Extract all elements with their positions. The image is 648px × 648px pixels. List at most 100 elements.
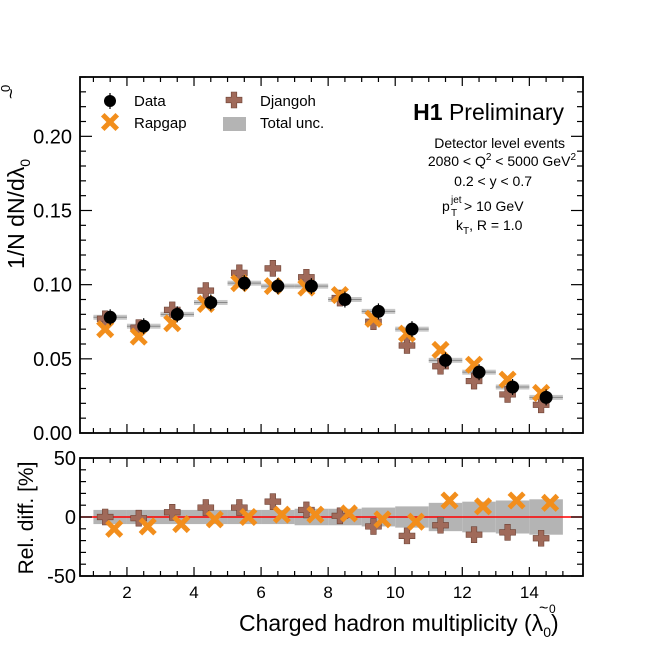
legend-djangoh-plus — [225, 91, 243, 109]
annotation-q2-prefix: 2080 < Q — [428, 153, 486, 169]
ratio-rapgap-point — [474, 497, 493, 516]
ratio-rapgap-point — [105, 519, 124, 538]
x-tick-label: 2 — [122, 583, 131, 602]
annotation-pt-sup: jet — [450, 195, 462, 206]
legend-rapgap-x — [100, 112, 120, 132]
top-y-tick-label: 0.15 — [33, 201, 72, 223]
annotation-pt-rest: > 10 GeV — [464, 198, 524, 214]
rapgap-point-stroke-b — [129, 327, 148, 346]
ratio-djangoh-point-shape — [398, 527, 416, 545]
legend-item-total-unc: Total unc. — [223, 115, 324, 132]
ratio-y-axis-label: Rel. diff. [%] — [15, 462, 38, 575]
ratio-y-tick-label: 50 — [54, 448, 76, 470]
top-y-label-symbol: λ — [3, 166, 29, 178]
ratio-rapgap-point — [339, 504, 358, 523]
ratio-rapgap-point-stroke-b — [138, 517, 157, 536]
annotations: Detector level events 2080 < Q2 < 5000 G… — [428, 135, 577, 237]
x-label-symbol: λ — [532, 610, 544, 636]
legend-item-data: Data — [104, 93, 166, 110]
ratio-djangoh-point — [398, 527, 416, 545]
ratio-rapgap-point-stroke-b — [239, 507, 258, 527]
rapgap-point — [431, 340, 450, 359]
djangoh-point-shape — [398, 337, 416, 354]
x-tick-label: 12 — [453, 583, 472, 602]
ratio-rapgap-point — [507, 491, 526, 510]
x-tick-label: 10 — [386, 583, 405, 602]
djangoh-point — [264, 260, 282, 277]
ratio-djangoh-point — [331, 507, 349, 525]
annotation-q2-range: 2080 < Q2 < 5000 GeV2 — [428, 152, 577, 169]
x-label-sub: 0 — [543, 624, 551, 640]
ratio-rapgap-point-stroke-b — [406, 512, 426, 531]
ratio-rapgap-point-stroke-b — [205, 510, 224, 529]
ratio-rapgap-point-stroke-b — [507, 491, 526, 510]
top-y-tick-label: 0.05 — [33, 349, 72, 371]
ratio-rapgap-point — [172, 515, 191, 534]
ratio-djangoh-point — [130, 509, 148, 527]
ratio-data-points — [96, 491, 560, 547]
annotation-detector-level: Detector level events — [434, 135, 565, 151]
ratio-rapgap-point-stroke-b — [339, 504, 358, 523]
ratio-rapgap-point — [205, 510, 224, 529]
annotation-pt-sub: T — [451, 208, 457, 219]
top-y-label-sup: 0 — [0, 85, 13, 92]
ratio-rapgap-point — [138, 517, 157, 536]
top-y-tick-label: 0.20 — [33, 126, 72, 148]
ratio-rapgap-point-stroke-b — [272, 505, 291, 524]
x-label-tilde: ~ — [539, 600, 548, 617]
x-tick-label: 6 — [256, 583, 265, 602]
ratio-rapgap-point-stroke-b — [373, 510, 392, 529]
ratio-rapgap-point — [306, 505, 325, 524]
annotation-kt-k: k — [456, 217, 464, 233]
rapgap-point-stroke-b — [465, 355, 484, 374]
ratio-djangoh-point-shape — [432, 516, 449, 534]
djangoh-point-shape — [264, 260, 282, 277]
annotation-y-range: 0.2 < y < 0.7 — [454, 173, 532, 189]
ratio-djangoh-point — [264, 493, 282, 510]
ratio-rapgap-point — [440, 491, 459, 510]
ratio-djangoh-point — [465, 526, 483, 544]
top-y-label-tilde: ~ — [1, 88, 21, 99]
ratio-djangoh-point-shape — [532, 529, 550, 547]
rapgap-point-stroke-b — [431, 340, 450, 359]
top-y-label-main: 1/N dN/d — [3, 178, 29, 269]
ratio-djangoh-point — [532, 529, 550, 547]
ratio-y-tick-label: -50 — [47, 566, 76, 588]
ratio-djangoh-point-shape — [465, 526, 483, 544]
x-tick-label: 8 — [323, 583, 332, 602]
legend-rapgap-label: Rapgap — [134, 115, 187, 132]
ratio-djangoh-point — [432, 516, 449, 534]
ratio-djangoh-point-shape — [264, 493, 282, 510]
ratio-rapgap-point — [406, 512, 426, 531]
top-y-tick-label: 0.10 — [33, 275, 72, 297]
annotation-pt-cut: p — [442, 198, 450, 214]
annotation-kt: kT, R = 1.0 — [456, 217, 523, 237]
ratio-rapgap-point — [541, 493, 560, 512]
rapgap-point — [129, 327, 148, 346]
annotation-pt-p: p — [442, 198, 450, 214]
x-label-close: ) — [551, 610, 559, 636]
ratio-rapgap-point-stroke-b — [172, 515, 191, 534]
annotation-kt-rest: , R = 1.0 — [469, 217, 523, 233]
x-label-main: Charged hadron multiplicity ( — [239, 610, 532, 636]
title-preliminary: Preliminary — [449, 99, 565, 125]
ratio-djangoh-point-shape — [499, 524, 516, 541]
ratio-djangoh-point-shape — [331, 507, 349, 525]
legend-rapgap-x-stroke-b — [100, 112, 120, 132]
ratio-rapgap-point — [272, 505, 291, 524]
x-axis-label: Charged hadron multiplicity (λ0 — [239, 610, 551, 640]
ratio-rapgap-point-stroke-b — [306, 505, 325, 524]
rapgap-point-stroke-b — [330, 286, 349, 305]
legend-total-unc-label: Total unc. — [260, 115, 324, 132]
ratio-axis-ticks: 2 4 6 8 10 12 14 -50 0 50 — [47, 448, 583, 602]
rapgap-point — [96, 320, 115, 339]
rapgap-point-stroke-b — [498, 370, 517, 389]
x-tick-label: 4 — [189, 583, 198, 602]
annotation-q2-sup2: 2 — [570, 152, 576, 163]
legend-djangoh-marker — [225, 91, 243, 109]
ratio-rapgap-point-stroke-b — [105, 519, 124, 538]
ratio-djangoh-point-shape — [231, 499, 248, 516]
legend-rapgap-marker — [100, 112, 120, 132]
legend-item-djangoh: Djangoh — [225, 91, 316, 110]
